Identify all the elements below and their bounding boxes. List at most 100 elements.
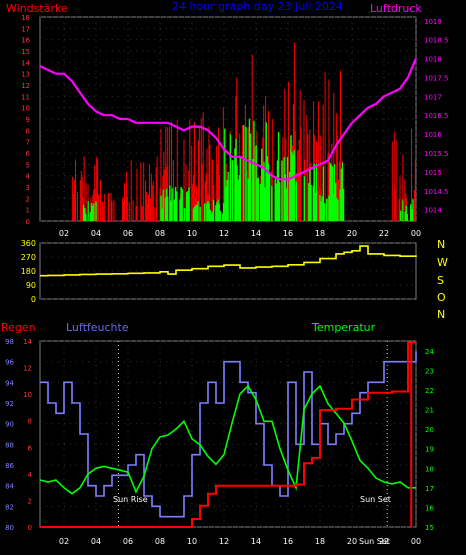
temperature-line	[39, 384, 416, 495]
humidity-tick-label: 82	[5, 503, 14, 511]
humidity-tick-label: 84	[5, 483, 14, 491]
temperature-tick-label: 24	[425, 348, 434, 356]
wind-tick-label: 14	[21, 59, 30, 67]
wind-tick-label: 13	[21, 71, 30, 79]
temperature-tick-label: 19	[425, 446, 434, 454]
rain-tick-label: 10	[23, 391, 32, 399]
wind-tick-label: 12	[21, 82, 30, 90]
panel3-x-tick-label: 20	[347, 537, 357, 546]
wind-tick-label: 4	[26, 173, 31, 181]
panel1-x-tick-label: 14	[251, 229, 261, 238]
direction-tick-label: 360	[21, 239, 36, 248]
humidity-tick-label: 96	[5, 359, 14, 367]
panel1-x-tick-label: 20	[347, 229, 357, 238]
wind-tick-label: 7	[26, 139, 30, 147]
panel1-x-tick-label: 10	[187, 229, 197, 238]
pressure-tick-label: 1015.5	[424, 150, 449, 158]
chart-labels: Windstärke 24 hour graph day 23 Juli 202…	[1, 0, 448, 546]
rain-tick-label: 0	[28, 524, 32, 532]
panel1-x-tick-label: 08	[155, 229, 165, 238]
temperature-tick-label: 21	[425, 407, 434, 415]
temperature-tick-label: 20	[425, 426, 434, 434]
wind-tick-label: 17	[21, 25, 30, 33]
wind-direction-panel: 0 90 180 270 360	[21, 239, 417, 304]
direction-tick-label: 0	[31, 295, 36, 304]
panel1-x-tick-label: 02	[59, 229, 69, 238]
direction-tick-label: 90	[26, 281, 36, 290]
wind-tick-label: 2	[26, 195, 30, 203]
wind-tick-label: 10	[21, 105, 30, 113]
rain-line	[40, 341, 416, 528]
humidity-tick-label: 86	[5, 462, 14, 470]
wind-tick-label: 18	[21, 14, 30, 22]
panel3-x-tick-label: 16	[283, 537, 293, 546]
dir-letter-s: S	[437, 274, 444, 287]
rain-tick-label: 4	[28, 471, 33, 479]
humidity-line	[40, 351, 417, 518]
humidity-label: Luftfeuchte	[66, 321, 129, 334]
panel1-x-tick-label: 18	[315, 229, 325, 238]
pressure-tick-label: 1017.5	[424, 74, 449, 82]
pressure-tick-label: 1018.5	[424, 37, 449, 45]
sunset-axis-label: Sun Set	[359, 537, 390, 546]
wind-tick-label: 0	[26, 218, 30, 226]
panel1-x-tick-label: 00	[411, 229, 421, 238]
pressure-tick-label: 1016	[424, 131, 442, 139]
dir-letter-w: W	[437, 256, 448, 269]
temperature-tick-label: 18	[425, 465, 434, 473]
chart-title: 24 hour graph day 23 Juli 2024	[172, 0, 343, 13]
wind-direction-line	[40, 245, 417, 277]
rain-tick-label: 8	[28, 418, 32, 426]
rain-label: Regen	[1, 321, 36, 334]
wind-label: Windstärke	[6, 2, 68, 15]
temperature-tick-label: 17	[425, 485, 434, 493]
wind-tick-label: 3	[26, 184, 30, 192]
panel1-x-tick-label: 16	[283, 229, 293, 238]
panel3-x-tick-label: 14	[251, 537, 261, 546]
pressure-tick-label: 1018	[424, 56, 442, 64]
humidity-tick-label: 98	[5, 338, 14, 346]
wind-tick-label: 16	[21, 37, 30, 45]
panel1-x-tick-label: 06	[123, 229, 133, 238]
wind-tick-label: 15	[21, 48, 30, 56]
direction-tick-label: 180	[21, 267, 36, 276]
rain-humidity-temp-panel: 8082848688909294969802468101214151617181…	[5, 338, 434, 546]
humidity-tick-label: 92	[5, 400, 14, 408]
pressure-tick-label: 1017	[424, 93, 442, 101]
dir-letter-n2: N	[437, 308, 445, 321]
panel3-x-tick-label: 10	[187, 537, 197, 546]
humidity-tick-label: 80	[5, 524, 14, 532]
pressure-line	[39, 58, 418, 181]
rain-tick-label: 14	[23, 338, 32, 346]
humidity-tick-label: 94	[5, 379, 14, 387]
pressure-tick-label: 1014	[424, 207, 442, 215]
sunset-label: Sun Set	[360, 495, 391, 504]
panel3-x-tick-label: 00	[411, 537, 421, 546]
temperature-tick-label: 23	[425, 367, 434, 375]
panel3-x-tick-label: 04	[91, 537, 101, 546]
temperature-tick-label: 16	[425, 504, 434, 512]
rain-tick-label: 2	[28, 497, 32, 505]
temperature-label: Temperatur	[311, 321, 376, 334]
pressure-tick-label: 1016.5	[424, 112, 449, 120]
temperature-tick-label: 15	[425, 524, 434, 532]
wind-tick-label: 11	[21, 93, 30, 101]
rain-tick-label: 6	[28, 444, 33, 452]
panel3-x-tick-label: 22	[379, 537, 389, 546]
wind-tick-label: 1	[26, 207, 30, 215]
dir-letter-o: O	[437, 291, 446, 304]
wind-tick-label: 9	[26, 116, 30, 124]
rain-tick-label: 12	[23, 365, 32, 373]
panel1-x-tick-label: 22	[379, 229, 389, 238]
panel3-x-tick-label: 12	[219, 537, 229, 546]
wind-tick-label: 5	[26, 161, 30, 169]
pressure-tick-label: 1014.5	[424, 188, 449, 196]
humidity-tick-label: 90	[5, 421, 14, 429]
panel3-x-tick-label: 06	[123, 537, 133, 546]
direction-tick-label: 270	[21, 253, 36, 262]
panel3-x-tick-label: 08	[155, 537, 165, 546]
panel3-frame	[39, 340, 417, 528]
